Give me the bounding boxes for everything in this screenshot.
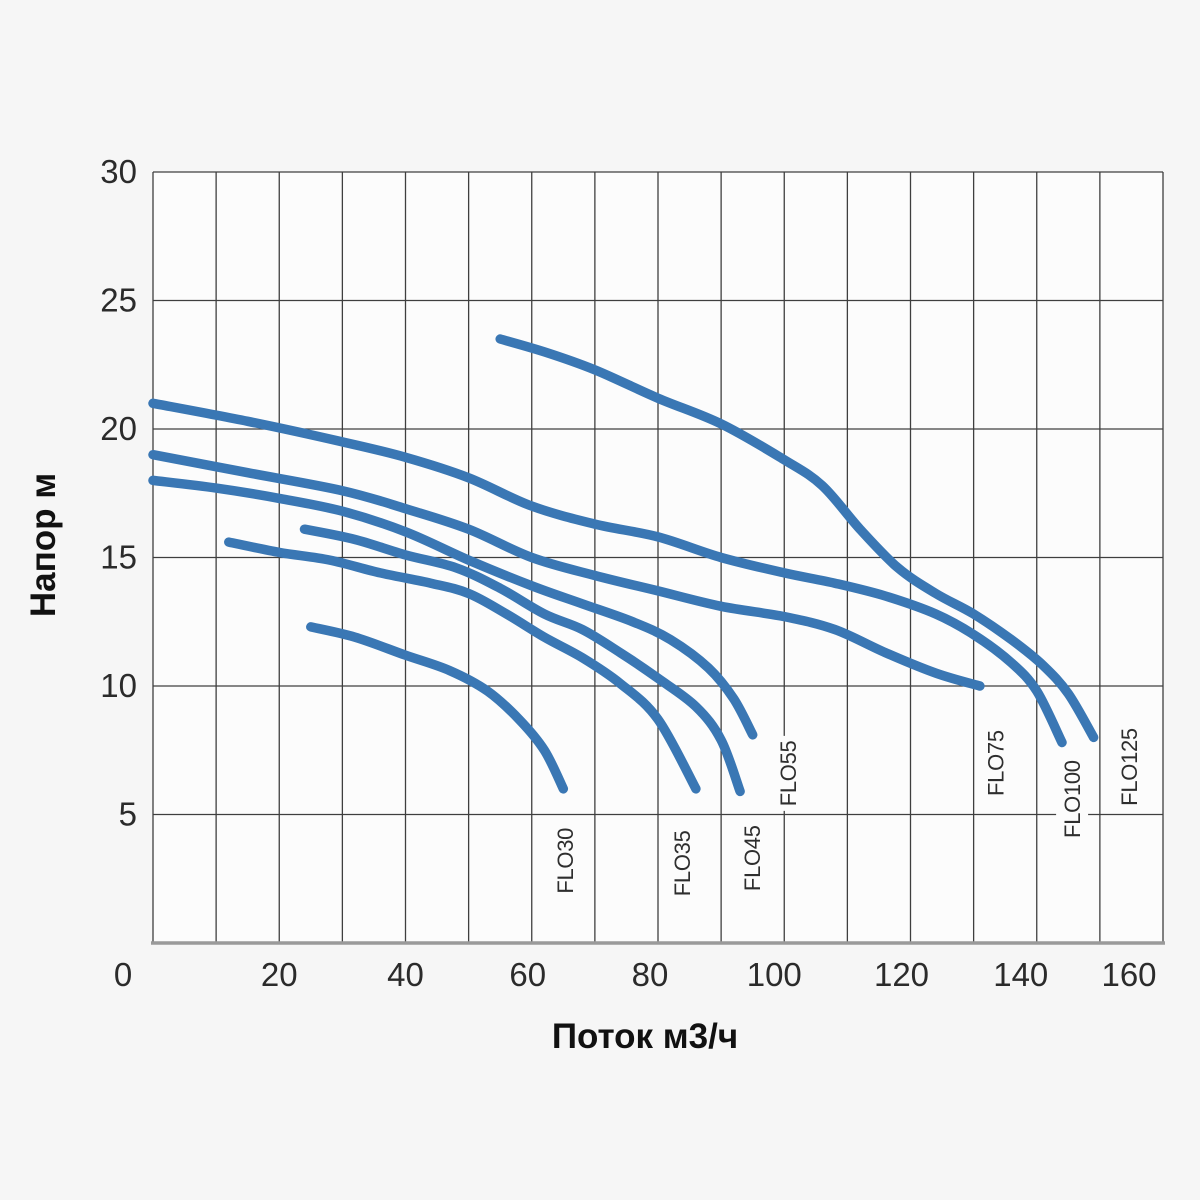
curve-label-mask — [665, 825, 698, 901]
y-tick-label: 15 — [100, 539, 137, 576]
x-tick-label: 160 — [1101, 956, 1156, 993]
y-tick-label: 25 — [100, 282, 137, 319]
curve-flo100 — [148, 398, 1067, 748]
curve-label-text: FLO75 — [984, 730, 1009, 796]
curve-label-mask — [1112, 723, 1145, 811]
curve-flo30 — [306, 622, 569, 794]
x-tick-label: 80 — [632, 956, 669, 993]
y-tick-label: 5 — [119, 796, 137, 833]
curve-label-flo125: FLO125 — [1112, 723, 1145, 811]
curve-label-mask — [1056, 755, 1089, 843]
curve-label-text: FLO45 — [740, 825, 765, 891]
curve-label-text: FLO125 — [1117, 728, 1142, 806]
curve-label-flo30: FLO30 — [549, 823, 582, 899]
curve-label-text: FLO30 — [553, 828, 578, 894]
x-tick-label: 0 — [114, 956, 132, 993]
x-tick-label: 20 — [261, 956, 298, 993]
curve-label-mask — [736, 820, 769, 896]
x-tick-label: 40 — [387, 956, 424, 993]
y-axis-title: Напор м — [24, 473, 63, 617]
y-tick-label: 10 — [100, 667, 137, 704]
y-tick-label: 30 — [100, 153, 137, 190]
x-axis-title: Поток м3/ч — [552, 1017, 738, 1056]
curve-flo45 — [299, 524, 745, 797]
x-axis-tick-labels: 0 20 40 60 80 100 120 140 160 — [114, 956, 1157, 993]
curve-label-mask — [549, 823, 582, 899]
curve-label-flo45: FLO45 — [736, 820, 769, 896]
x-tick-label: 140 — [993, 956, 1048, 993]
x-tick-label: 60 — [509, 956, 546, 993]
curve-label-text: FLO100 — [1060, 760, 1085, 838]
curve-flo55 — [148, 475, 758, 740]
curve-label-text: FLO35 — [670, 830, 695, 896]
curve-labels-group: FLO30 FLO35 FLO45 FLO55 FLO75 FLO100 FLO125 — [549, 723, 1145, 901]
y-axis-tick-labels: 30 25 20 15 10 5 — [100, 153, 137, 833]
curves-group — [148, 334, 1099, 797]
curve-label-mask — [979, 725, 1012, 801]
curve-label-mask — [772, 735, 805, 811]
x-tick-label: 120 — [874, 956, 929, 993]
curve-flo75 — [148, 449, 985, 691]
curve-label-text: FLO55 — [776, 740, 801, 806]
curve-flo35 — [224, 537, 701, 794]
curve-label-flo55: FLO55 — [772, 735, 805, 811]
y-tick-label: 20 — [100, 410, 137, 447]
curve-label-flo100: FLO100 — [1056, 755, 1089, 843]
curve-flo125 — [495, 334, 1099, 743]
x-tick-label: 100 — [747, 956, 802, 993]
curve-label-flo75: FLO75 — [979, 725, 1012, 801]
curve-label-flo35: FLO35 — [665, 825, 698, 901]
